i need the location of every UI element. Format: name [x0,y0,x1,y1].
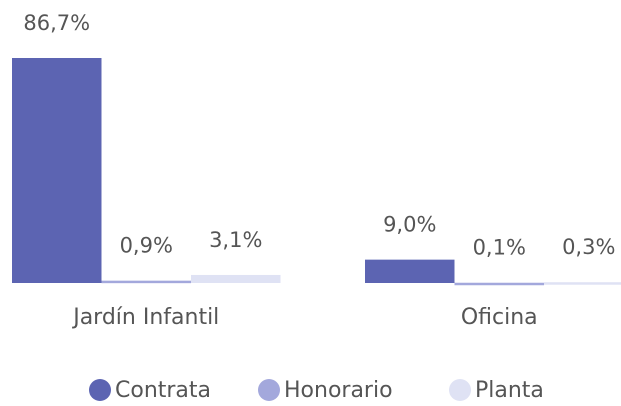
legend-label: Contrata [115,378,211,403]
data-label: 9,0% [383,213,436,237]
bar [365,259,455,283]
bar [101,280,191,284]
x-tick-label: Oficina [461,305,538,330]
bar [454,282,544,286]
data-label: 0,1% [473,236,526,260]
legend-swatch [258,379,280,401]
bar [191,274,281,283]
data-label: 3,1% [209,228,262,252]
legend-label: Honorario [284,378,393,403]
data-label: 86,7% [23,11,90,35]
data-label: 0,3% [562,235,615,259]
legend-swatch [89,379,111,401]
legend-label: Planta [475,378,544,403]
legend-swatch [449,379,471,401]
x-tick-label: Jardín Infantil [71,305,219,330]
data-label: 0,9% [120,234,173,258]
bar [544,282,621,285]
bar [12,58,102,283]
